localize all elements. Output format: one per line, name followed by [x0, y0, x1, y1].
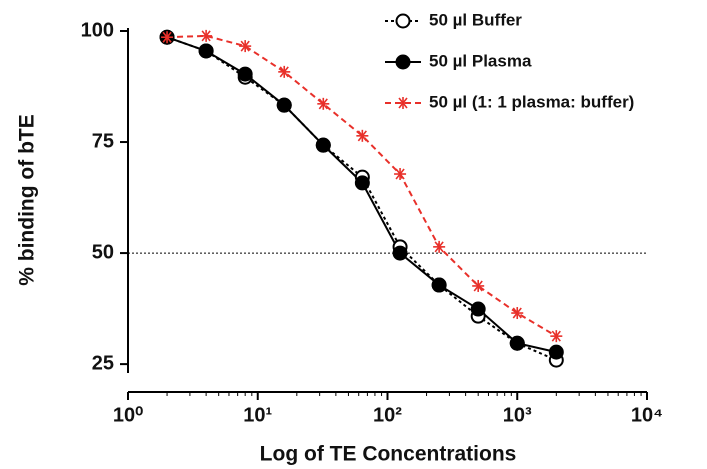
marker — [315, 137, 331, 153]
legend-label: 50 µl (1: 1 plasma: buffer) — [429, 92, 634, 111]
series-line — [167, 34, 557, 337]
marker — [354, 175, 370, 191]
marker — [397, 97, 409, 109]
marker — [161, 31, 174, 44]
marker — [198, 43, 214, 59]
x-tick-label: 10³ — [503, 404, 532, 426]
series-line — [166, 36, 557, 362]
x-tick-label: 10⁰ — [113, 404, 143, 426]
marker — [394, 168, 407, 181]
marker — [278, 65, 291, 78]
marker — [470, 301, 486, 317]
legend-label: 50 µl Buffer — [429, 10, 522, 29]
marker — [395, 13, 411, 29]
marker — [509, 335, 525, 351]
marker — [472, 279, 485, 292]
marker — [431, 277, 447, 293]
marker — [200, 29, 213, 42]
marker — [237, 66, 253, 82]
x-tick-label: 10⁴ — [631, 404, 663, 426]
marker — [356, 129, 369, 142]
x-tick-label: 10¹ — [243, 404, 272, 426]
x-axis-title: Log of TE Concentrations — [260, 443, 517, 466]
marker — [550, 330, 563, 343]
marker — [276, 97, 292, 113]
marker — [511, 307, 524, 320]
y-tick-label: 100 — [81, 19, 114, 41]
y-axis-title: % binding of bTE — [16, 114, 39, 285]
y-tick-label: 50 — [92, 241, 114, 263]
marker — [433, 240, 446, 253]
marker — [317, 97, 330, 110]
marker — [548, 344, 564, 360]
legend-label: 50 µl Plasma — [429, 51, 532, 70]
marker — [239, 40, 252, 53]
y-tick-label: 25 — [92, 352, 114, 374]
marker — [392, 245, 408, 261]
marker — [395, 54, 411, 70]
series-line — [166, 36, 557, 354]
y-tick-label: 75 — [92, 130, 114, 152]
x-tick-label: 10² — [373, 404, 402, 426]
